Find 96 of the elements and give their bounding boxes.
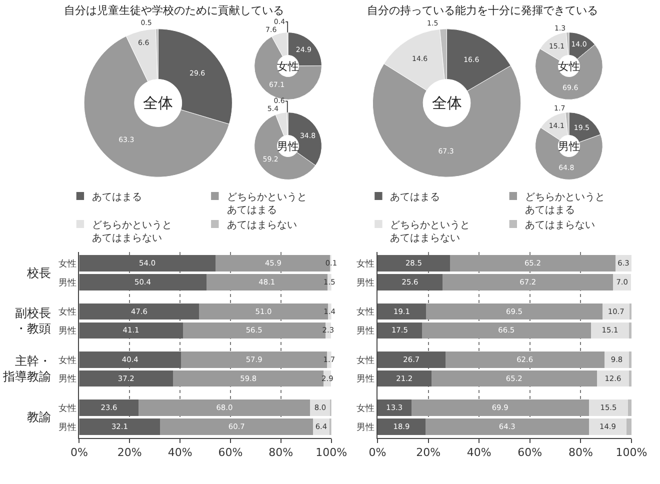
y-tick-label: 女性 [58, 402, 76, 414]
data-label: 28.5 [405, 258, 422, 268]
y-tick-label: 男性 [356, 277, 375, 288]
data-label: 23.6 [100, 403, 118, 412]
chart-title: 自分の持っている能力を十分に発揮できている [367, 4, 598, 17]
text: 校長 [26, 266, 51, 280]
legend-label: あてはまらない [227, 220, 297, 231]
text: 副校長・教頭 [15, 306, 51, 336]
legend-label: どちらかというとあてはまらない [390, 220, 470, 244]
legend-label: あてはまらない [525, 220, 595, 231]
data-label: 17.5 [391, 326, 408, 335]
data-label: 69.9 [492, 403, 509, 412]
y-tick-label: 男性 [58, 277, 76, 288]
x-tick-label: 80% [268, 446, 294, 460]
data-label: 68.0 [216, 403, 233, 412]
text: 男性 [558, 140, 580, 153]
text: 主幹・指導教諭 [2, 354, 51, 384]
y-tick-label: 男性 [58, 326, 76, 337]
data-label: 50.4 [134, 278, 152, 287]
text: 女性 [558, 60, 580, 73]
text: 女性 [277, 60, 299, 73]
data-label: 62.6 [516, 354, 534, 364]
data-label: 7.0 [616, 278, 628, 287]
data-label: 69.5 [506, 306, 523, 316]
chart-title: 自分は児童生徒や学校のために貢献している [64, 4, 284, 17]
text: 教諭 [27, 410, 51, 424]
data-label: 15.1 [602, 326, 619, 335]
x-tick-label: 40% [168, 446, 192, 460]
data-label: 15.5 [600, 403, 618, 412]
data-label: 59.8 [240, 374, 257, 383]
data-label: 54.0 [139, 258, 156, 268]
data-label: 47.6 [130, 306, 148, 316]
y-tick-label: 男性 [356, 422, 375, 433]
data-label: 0.1 [325, 258, 338, 268]
x-tick-label: 60% [218, 446, 243, 460]
data-label: 66.5 [498, 326, 515, 335]
y-tick-label: 女性 [58, 354, 76, 366]
data-label: 32.1 [111, 422, 128, 431]
y-tick-label: 女性 [356, 258, 375, 270]
data-label: 8.0 [314, 403, 326, 412]
x-tick-label: 0% [368, 446, 386, 460]
data-label: 65.2 [524, 258, 541, 268]
data-label: 41.1 [122, 326, 140, 335]
y-tick-label: 女性 [58, 258, 76, 270]
data-label: 14.9 [600, 422, 616, 431]
data-label: 26.7 [403, 354, 420, 364]
y-tick-label: 女性 [356, 402, 375, 414]
legend-label: どちらかというとあてはまる [525, 192, 605, 216]
data-label: 1.4 [324, 306, 336, 316]
data-label: 65.2 [506, 374, 522, 383]
data-label: 45.9 [264, 258, 282, 268]
x-tick-label: 60% [518, 446, 542, 460]
text: 全体 [143, 94, 173, 112]
data-label: 40.4 [122, 354, 139, 364]
x-tick-label: 100% [616, 446, 648, 460]
data-label: 25.6 [402, 278, 419, 287]
data-label: 2.3 [322, 326, 334, 335]
data-label: 1.7 [323, 354, 336, 364]
data-label: 19.1 [394, 306, 410, 316]
data-label: 67.2 [520, 278, 536, 287]
data-label: 10.7 [608, 306, 625, 316]
data-label: 56.5 [246, 326, 263, 335]
x-tick-label: 40% [466, 446, 492, 460]
y-tick-label: 女性 [58, 306, 76, 318]
data-label: 18.9 [393, 422, 410, 431]
x-tick-label: 80% [568, 446, 593, 460]
legend-label: あてはまる [390, 192, 440, 203]
text: 男性 [277, 140, 299, 153]
y-tick-label: 男性 [356, 374, 375, 385]
data-label: 57.9 [246, 354, 263, 364]
y-tick-label: 女性 [356, 306, 375, 318]
text: 全体 [432, 94, 462, 112]
data-label: 9.8 [610, 354, 623, 364]
x-tick-label: 100% [316, 446, 348, 460]
y-tick-label: 女性 [356, 354, 375, 366]
y-tick-label: 男性 [58, 374, 76, 385]
y-tick-label: 男性 [356, 326, 375, 337]
data-label: 64.3 [498, 422, 516, 431]
x-tick-label: 20% [416, 446, 441, 460]
legend-label: どちらかというとあてはまる [227, 192, 307, 216]
data-label: 48.1 [258, 278, 276, 287]
data-label: 1.5 [324, 278, 336, 287]
data-label: 13.3 [386, 403, 403, 412]
data-label: 21.2 [396, 374, 413, 383]
data-label: 12.6 [604, 374, 622, 383]
legend-label: あてはまる [92, 192, 142, 203]
x-tick-label: 20% [117, 446, 142, 460]
x-tick-label: 0% [70, 446, 88, 460]
data-label: 2.9 [322, 374, 334, 383]
data-label: 51.0 [255, 306, 272, 316]
data-label: 6.3 [618, 258, 630, 268]
legend-label: どちらかというとあてはまらない [92, 220, 172, 244]
y-tick-label: 男性 [58, 422, 76, 433]
data-label: 37.2 [118, 374, 134, 383]
data-label: 60.7 [228, 422, 246, 431]
data-label: 6.4 [315, 422, 328, 431]
